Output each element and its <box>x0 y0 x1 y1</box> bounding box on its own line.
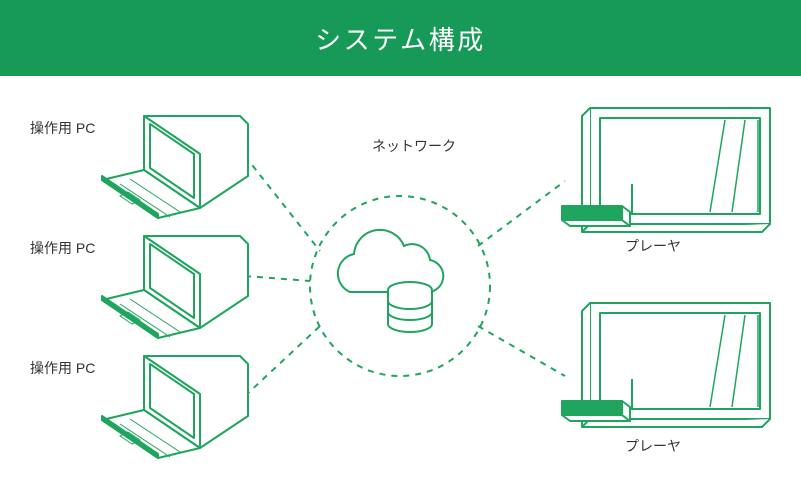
pc-label-1: 操作用 PC <box>30 118 95 138</box>
laptop-1 <box>100 114 250 209</box>
player-label-2: プレーヤ <box>625 436 681 456</box>
display-2 <box>560 301 740 436</box>
laptop-2 <box>100 234 250 329</box>
player-label-1: プレーヤ <box>625 236 681 256</box>
laptop-3 <box>100 354 250 449</box>
display-1 <box>560 106 740 241</box>
pc-label-2: 操作用 PC <box>30 238 95 258</box>
diagram-stage: 操作用 PC 操作用 PC 操作用 PC ネットワーク <box>0 76 801 501</box>
header-banner: システム構成 <box>0 0 801 76</box>
header-title: システム構成 <box>315 20 486 57</box>
network-label: ネットワーク <box>372 136 456 156</box>
pc-label-3: 操作用 PC <box>30 358 95 378</box>
